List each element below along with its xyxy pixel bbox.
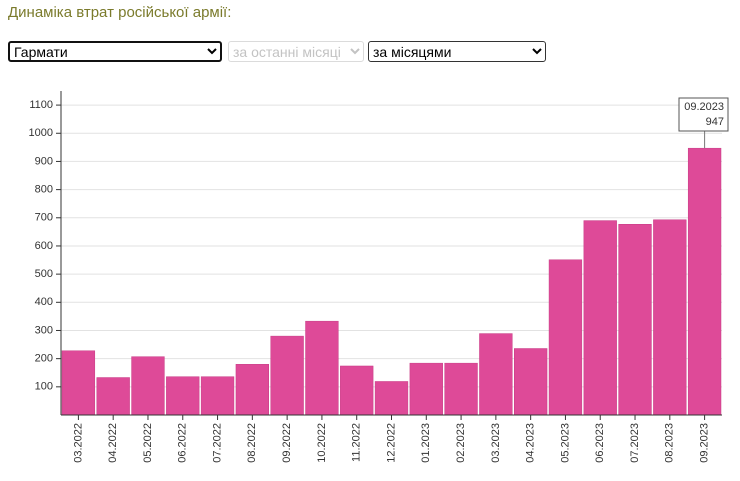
bar [409, 362, 443, 416]
x-tick-label: 08.2023 [664, 423, 676, 463]
x-tick-label: 03.2023 [490, 423, 502, 463]
bar [131, 356, 165, 416]
bar [618, 224, 652, 416]
bar [200, 376, 235, 416]
bar [583, 220, 617, 416]
x-tick-label: 07.2022 [211, 423, 223, 463]
bar [166, 376, 200, 416]
x-tick-label: 07.2023 [629, 423, 641, 463]
x-tick-label: 04.2023 [525, 423, 537, 463]
x-tick-label: 02.2023 [455, 423, 467, 463]
bar [270, 335, 304, 416]
y-tick-label: 400 [35, 296, 53, 308]
bar [687, 147, 722, 416]
x-tick-label: 05.2023 [559, 423, 571, 463]
bar [548, 259, 583, 416]
y-tick-label: 800 [35, 184, 53, 196]
y-tick-label: 1100 [29, 99, 53, 111]
bar [235, 364, 269, 416]
x-tick-label: 06.2023 [594, 423, 606, 463]
bar [514, 348, 548, 416]
y-tick-label: 700 [35, 212, 53, 224]
x-tick-label: 10.2022 [316, 423, 328, 463]
bar [96, 377, 130, 416]
y-tick-label: 100 [35, 381, 53, 393]
y-tick-label: 200 [35, 353, 53, 365]
x-tick-label: 09.2023 [699, 423, 711, 463]
x-tick-label: 05.2022 [142, 423, 154, 463]
category-select[interactable]: Гармати [8, 41, 222, 62]
x-tick-label: 08.2022 [246, 423, 258, 463]
x-tick-label: 01.2023 [420, 423, 432, 463]
bar [444, 362, 478, 416]
bar [61, 350, 96, 416]
y-tick-label: 1000 [29, 127, 53, 139]
y-tick-label: 900 [35, 155, 53, 167]
y-tick-label: 500 [35, 268, 53, 280]
x-tick-label: 03.2022 [72, 423, 84, 463]
bar [479, 333, 513, 416]
bar [653, 219, 687, 416]
y-tick-label: 300 [35, 324, 53, 336]
x-tick-label: 09.2022 [281, 423, 293, 463]
tooltip-category: 09.2023 [684, 101, 724, 113]
grouping-select[interactable]: за місяцями [368, 41, 546, 62]
bar [374, 381, 409, 416]
page-title: Динаміка втрат російської армії: [8, 4, 232, 21]
x-tick-label: 11.2022 [351, 423, 363, 462]
tooltip-box [678, 97, 729, 132]
bar [305, 320, 339, 416]
bar [340, 365, 374, 416]
y-tick-label: 600 [35, 240, 53, 252]
x-tick-label: 12.2022 [385, 423, 397, 463]
tooltip-value: 947 [706, 116, 724, 128]
x-tick-label: 06.2022 [177, 423, 189, 463]
period-select: за останні місяці [228, 41, 364, 62]
x-tick-label: 04.2022 [107, 423, 119, 463]
